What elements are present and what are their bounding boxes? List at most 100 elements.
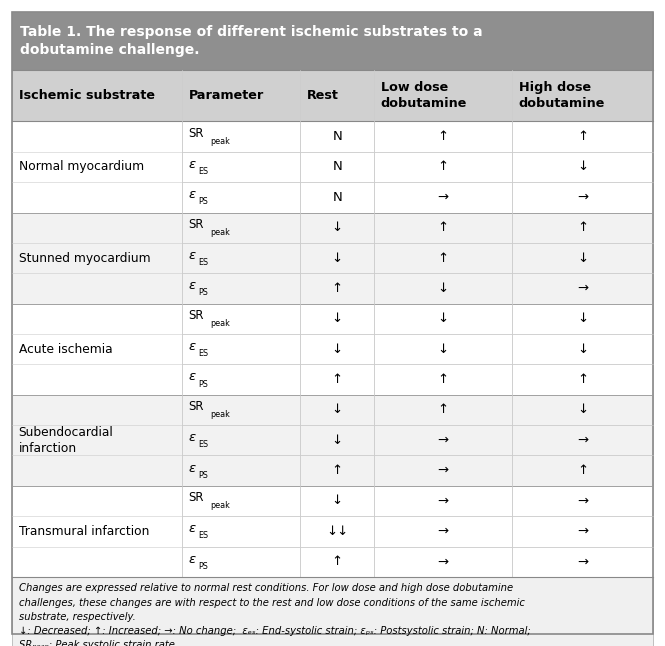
Bar bbox=[182, 486, 301, 516]
Text: ↓↓: ↓↓ bbox=[327, 525, 348, 538]
Bar bbox=[512, 547, 653, 577]
Bar bbox=[301, 455, 374, 486]
Bar bbox=[12, 304, 182, 395]
Text: ↑: ↑ bbox=[577, 373, 588, 386]
Bar bbox=[374, 182, 512, 213]
Text: ε: ε bbox=[188, 522, 196, 536]
Text: →: → bbox=[438, 525, 449, 538]
Text: ε: ε bbox=[188, 552, 196, 566]
Text: →: → bbox=[577, 525, 588, 538]
Bar bbox=[182, 334, 301, 364]
Bar bbox=[182, 364, 301, 395]
Bar bbox=[182, 213, 301, 243]
Bar bbox=[301, 182, 374, 213]
Bar bbox=[12, 70, 653, 121]
Bar bbox=[512, 455, 653, 486]
Text: ↑: ↑ bbox=[577, 221, 588, 234]
Text: PS: PS bbox=[198, 198, 208, 206]
Text: ↑: ↑ bbox=[438, 403, 449, 417]
Text: Transmural infarction: Transmural infarction bbox=[19, 525, 149, 538]
Bar bbox=[512, 304, 653, 334]
Bar bbox=[182, 182, 301, 213]
Bar bbox=[182, 152, 301, 182]
Text: SRₚₑₐₚ: Peak systolic strain rate.: SRₚₑₐₚ: Peak systolic strain rate. bbox=[19, 640, 178, 646]
Text: ↓: ↓ bbox=[332, 494, 343, 508]
Bar bbox=[182, 547, 301, 577]
Text: ↓: ↓ bbox=[577, 160, 588, 174]
Bar bbox=[182, 425, 301, 455]
Text: ↑: ↑ bbox=[438, 221, 449, 234]
Bar bbox=[301, 516, 374, 547]
Text: ES: ES bbox=[198, 441, 209, 449]
Text: ε: ε bbox=[188, 249, 196, 262]
Text: N: N bbox=[332, 191, 342, 204]
Text: ↓: ↓ bbox=[332, 312, 343, 326]
Text: ↑: ↑ bbox=[438, 373, 449, 386]
Text: →: → bbox=[577, 433, 588, 447]
Text: →: → bbox=[577, 494, 588, 508]
Bar bbox=[512, 243, 653, 273]
Text: Acute ischemia: Acute ischemia bbox=[19, 342, 112, 356]
Text: Stunned myocardium: Stunned myocardium bbox=[19, 251, 150, 265]
Text: N: N bbox=[332, 130, 342, 143]
Text: substrate, respectively.: substrate, respectively. bbox=[19, 612, 136, 621]
Text: ↓: ↓ bbox=[332, 433, 343, 447]
Bar bbox=[301, 395, 374, 425]
Text: ε: ε bbox=[188, 188, 196, 202]
Bar bbox=[301, 243, 374, 273]
Bar bbox=[301, 334, 374, 364]
Bar bbox=[12, 486, 182, 577]
Text: peak: peak bbox=[209, 137, 229, 145]
Bar bbox=[12, 577, 653, 646]
Text: ↑: ↑ bbox=[332, 555, 343, 568]
Text: ↑: ↑ bbox=[332, 373, 343, 386]
Bar bbox=[301, 425, 374, 455]
Text: →: → bbox=[438, 464, 449, 477]
Bar bbox=[512, 425, 653, 455]
Text: High dose
dobutamine: High dose dobutamine bbox=[519, 81, 605, 110]
Text: →: → bbox=[438, 555, 449, 568]
Bar bbox=[182, 455, 301, 486]
Bar bbox=[374, 334, 512, 364]
Bar bbox=[374, 547, 512, 577]
Text: SR: SR bbox=[188, 491, 204, 505]
Bar bbox=[12, 395, 182, 486]
Text: ES: ES bbox=[198, 349, 209, 358]
Text: PS: PS bbox=[198, 562, 208, 570]
Bar bbox=[512, 152, 653, 182]
Text: ↑: ↑ bbox=[438, 160, 449, 174]
Text: ↑: ↑ bbox=[577, 464, 588, 477]
Bar bbox=[512, 486, 653, 516]
Text: Table 1. The response of different ischemic substrates to a
dobutamine challenge: Table 1. The response of different ische… bbox=[20, 25, 483, 57]
Bar bbox=[301, 121, 374, 152]
Bar bbox=[182, 516, 301, 547]
Text: SR: SR bbox=[188, 400, 204, 413]
Text: peak: peak bbox=[209, 319, 229, 328]
Text: ε: ε bbox=[188, 370, 196, 384]
Text: →: → bbox=[577, 555, 588, 568]
Text: ↑: ↑ bbox=[332, 282, 343, 295]
Text: PS: PS bbox=[198, 380, 208, 388]
Text: ↑: ↑ bbox=[438, 130, 449, 143]
Bar bbox=[374, 213, 512, 243]
Text: SR: SR bbox=[188, 218, 204, 231]
Text: Rest: Rest bbox=[307, 89, 339, 102]
Text: PS: PS bbox=[198, 289, 208, 297]
Text: Normal myocardium: Normal myocardium bbox=[19, 160, 144, 174]
Bar bbox=[374, 121, 512, 152]
Text: ↑: ↑ bbox=[332, 464, 343, 477]
Text: ES: ES bbox=[198, 258, 209, 267]
Bar bbox=[374, 455, 512, 486]
Bar bbox=[182, 121, 301, 152]
Text: ES: ES bbox=[198, 532, 209, 540]
Text: ↓: ↓ bbox=[577, 342, 588, 356]
Bar bbox=[512, 213, 653, 243]
Text: SR: SR bbox=[188, 127, 204, 140]
Text: ε: ε bbox=[188, 461, 196, 475]
Text: →: → bbox=[438, 191, 449, 204]
Bar bbox=[512, 273, 653, 304]
Text: challenges, these changes are with respect to the rest and low dose conditions o: challenges, these changes are with respe… bbox=[19, 598, 525, 607]
Bar bbox=[182, 273, 301, 304]
Bar bbox=[512, 395, 653, 425]
Text: ES: ES bbox=[198, 167, 209, 176]
